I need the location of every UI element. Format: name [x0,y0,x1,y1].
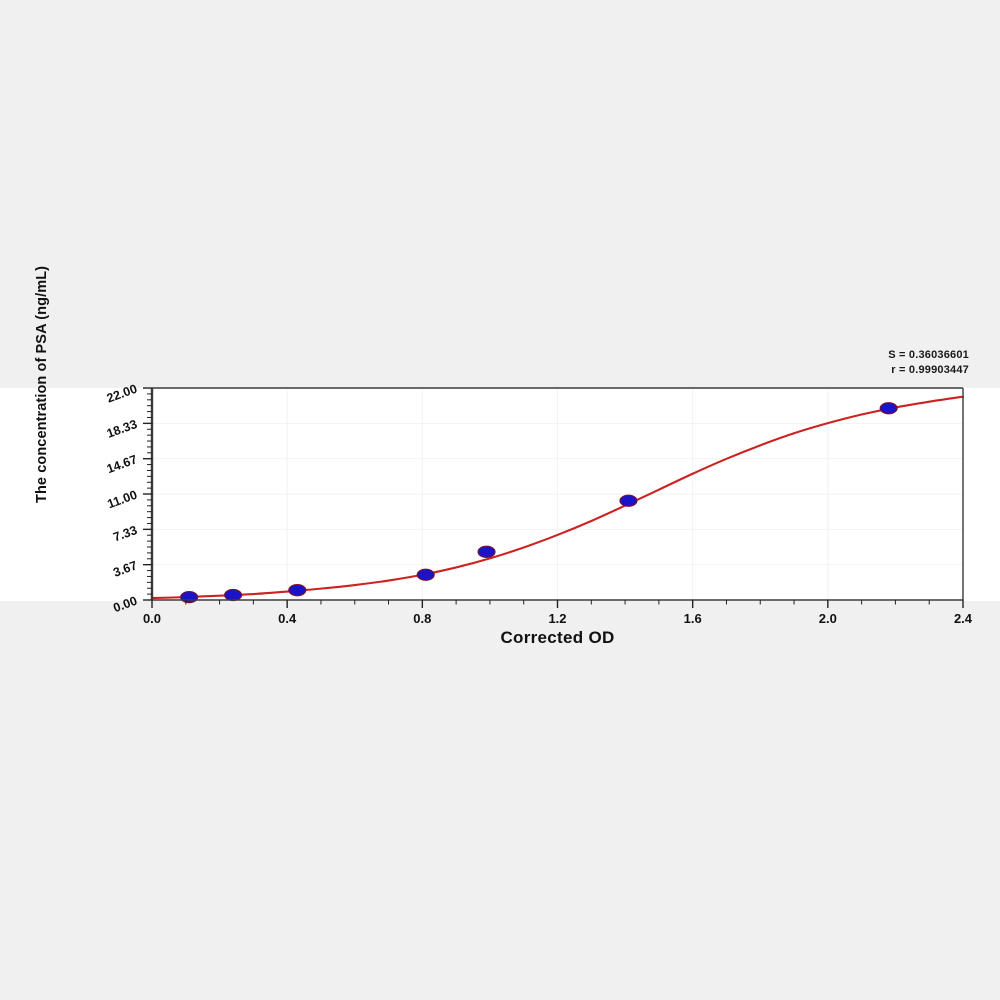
fit-statistics-annotation: S = 0.36036601 r = 0.99903447 [888,348,969,378]
data-point [879,402,898,415]
x-axis-title: Corrected OD [500,628,615,647]
x-tick-label: 0.8 [413,611,431,626]
x-tick-label: 1.2 [548,611,566,626]
x-tick-label: 1.6 [684,611,702,626]
y-tick-label: 14.67 [105,452,139,476]
data-point [477,545,496,558]
data-point [224,588,243,602]
x-tick-label: 2.0 [819,611,837,626]
y-tick-label: 0.00 [111,594,139,615]
y-tick-label: 7.33 [111,523,139,544]
x-axis-tick-labels: 0.0 0.4 0.8 1.2 1.6 2.0 2.4 [143,611,973,626]
fitted-curve [150,395,965,600]
x-tick-label: 0.4 [278,611,297,626]
data-point [619,494,638,507]
y-tick-label: 18.33 [105,417,139,441]
y-tick-label: 3.67 [111,558,139,579]
y-tick-label: 22.00 [105,382,139,406]
stat-r-label: r = 0.99903447 [891,363,969,376]
y-axis-tick-labels: 0.00 3.67 7.33 11.00 14.67 18.33 22.00 [105,382,139,615]
y-axis-ticks [143,387,152,601]
x-axis-ticks [151,600,964,608]
data-point [416,568,435,581]
y-tick-label: 11.00 [105,488,139,512]
x-tick-label: 0.0 [143,611,161,626]
y-axis-title: The concentration of PSA (ng/mL) [34,265,50,503]
stat-s-label: S = 0.36036601 [888,349,969,361]
x-tick-label: 2.4 [954,611,973,626]
data-point [180,590,199,604]
data-point [288,584,307,597]
